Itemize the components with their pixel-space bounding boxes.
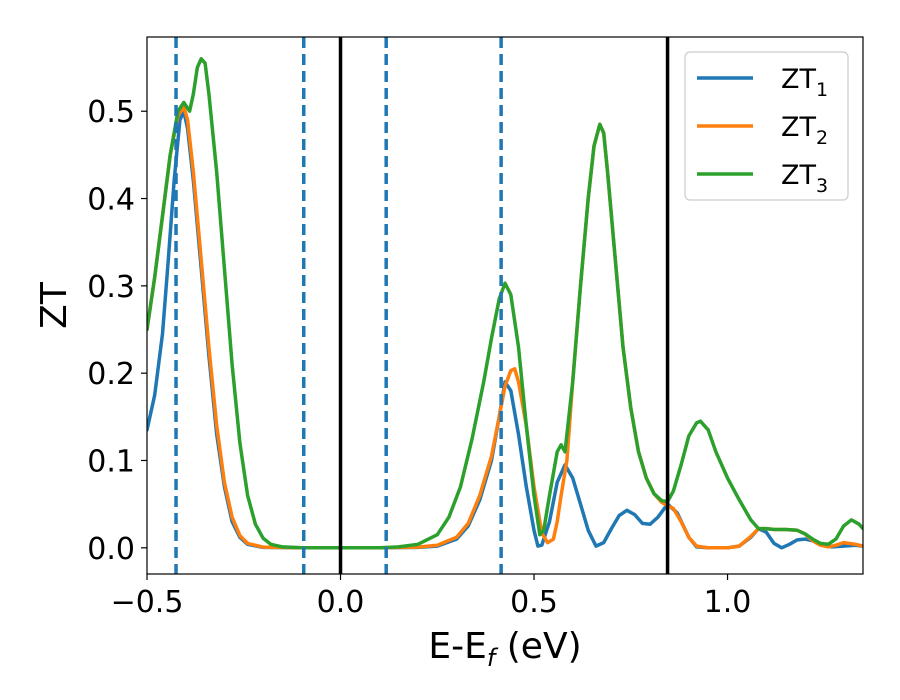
legend-box: [684, 51, 849, 201]
x-axis-title-main: E-E: [428, 626, 486, 667]
y-axis-title: ZT: [34, 281, 75, 329]
x-tick-label: 0.5: [510, 585, 558, 620]
x-tick-label: −0.5: [111, 585, 184, 620]
y-tick-label: 0.4: [87, 183, 135, 218]
reference-lines: [174, 37, 670, 574]
y-tick-label: 0.5: [87, 95, 135, 130]
y-axis-ticks: 0.0 0.1 0.2 0.3 0.4 0.5: [87, 95, 147, 567]
x-axis-ticks: −0.5 0.0 0.5 1.0: [111, 574, 752, 620]
x-tick-label: 0.0: [317, 585, 365, 620]
x-axis-title-unit: (eV): [495, 626, 581, 667]
plot-frame: [146, 36, 864, 575]
x-axis-title: E-Ef (eV): [428, 626, 581, 672]
series-line-3: [147, 57, 863, 550]
y-tick-label: 0.0: [87, 532, 135, 567]
y-tick-label: 0.1: [87, 444, 135, 479]
y-tick-label: 0.3: [87, 270, 135, 305]
legend-label-3: ZT3: [781, 160, 828, 197]
x-tick-label: 1.0: [704, 585, 752, 620]
legend-label-2: ZT2: [781, 112, 828, 149]
legend: ZT1 ZT2 ZT3: [684, 51, 849, 201]
series-line-2: [147, 105, 863, 550]
y-tick-label: 0.2: [87, 357, 135, 392]
legend-label-1: ZT1: [781, 64, 828, 101]
plot-lines: [147, 57, 863, 550]
